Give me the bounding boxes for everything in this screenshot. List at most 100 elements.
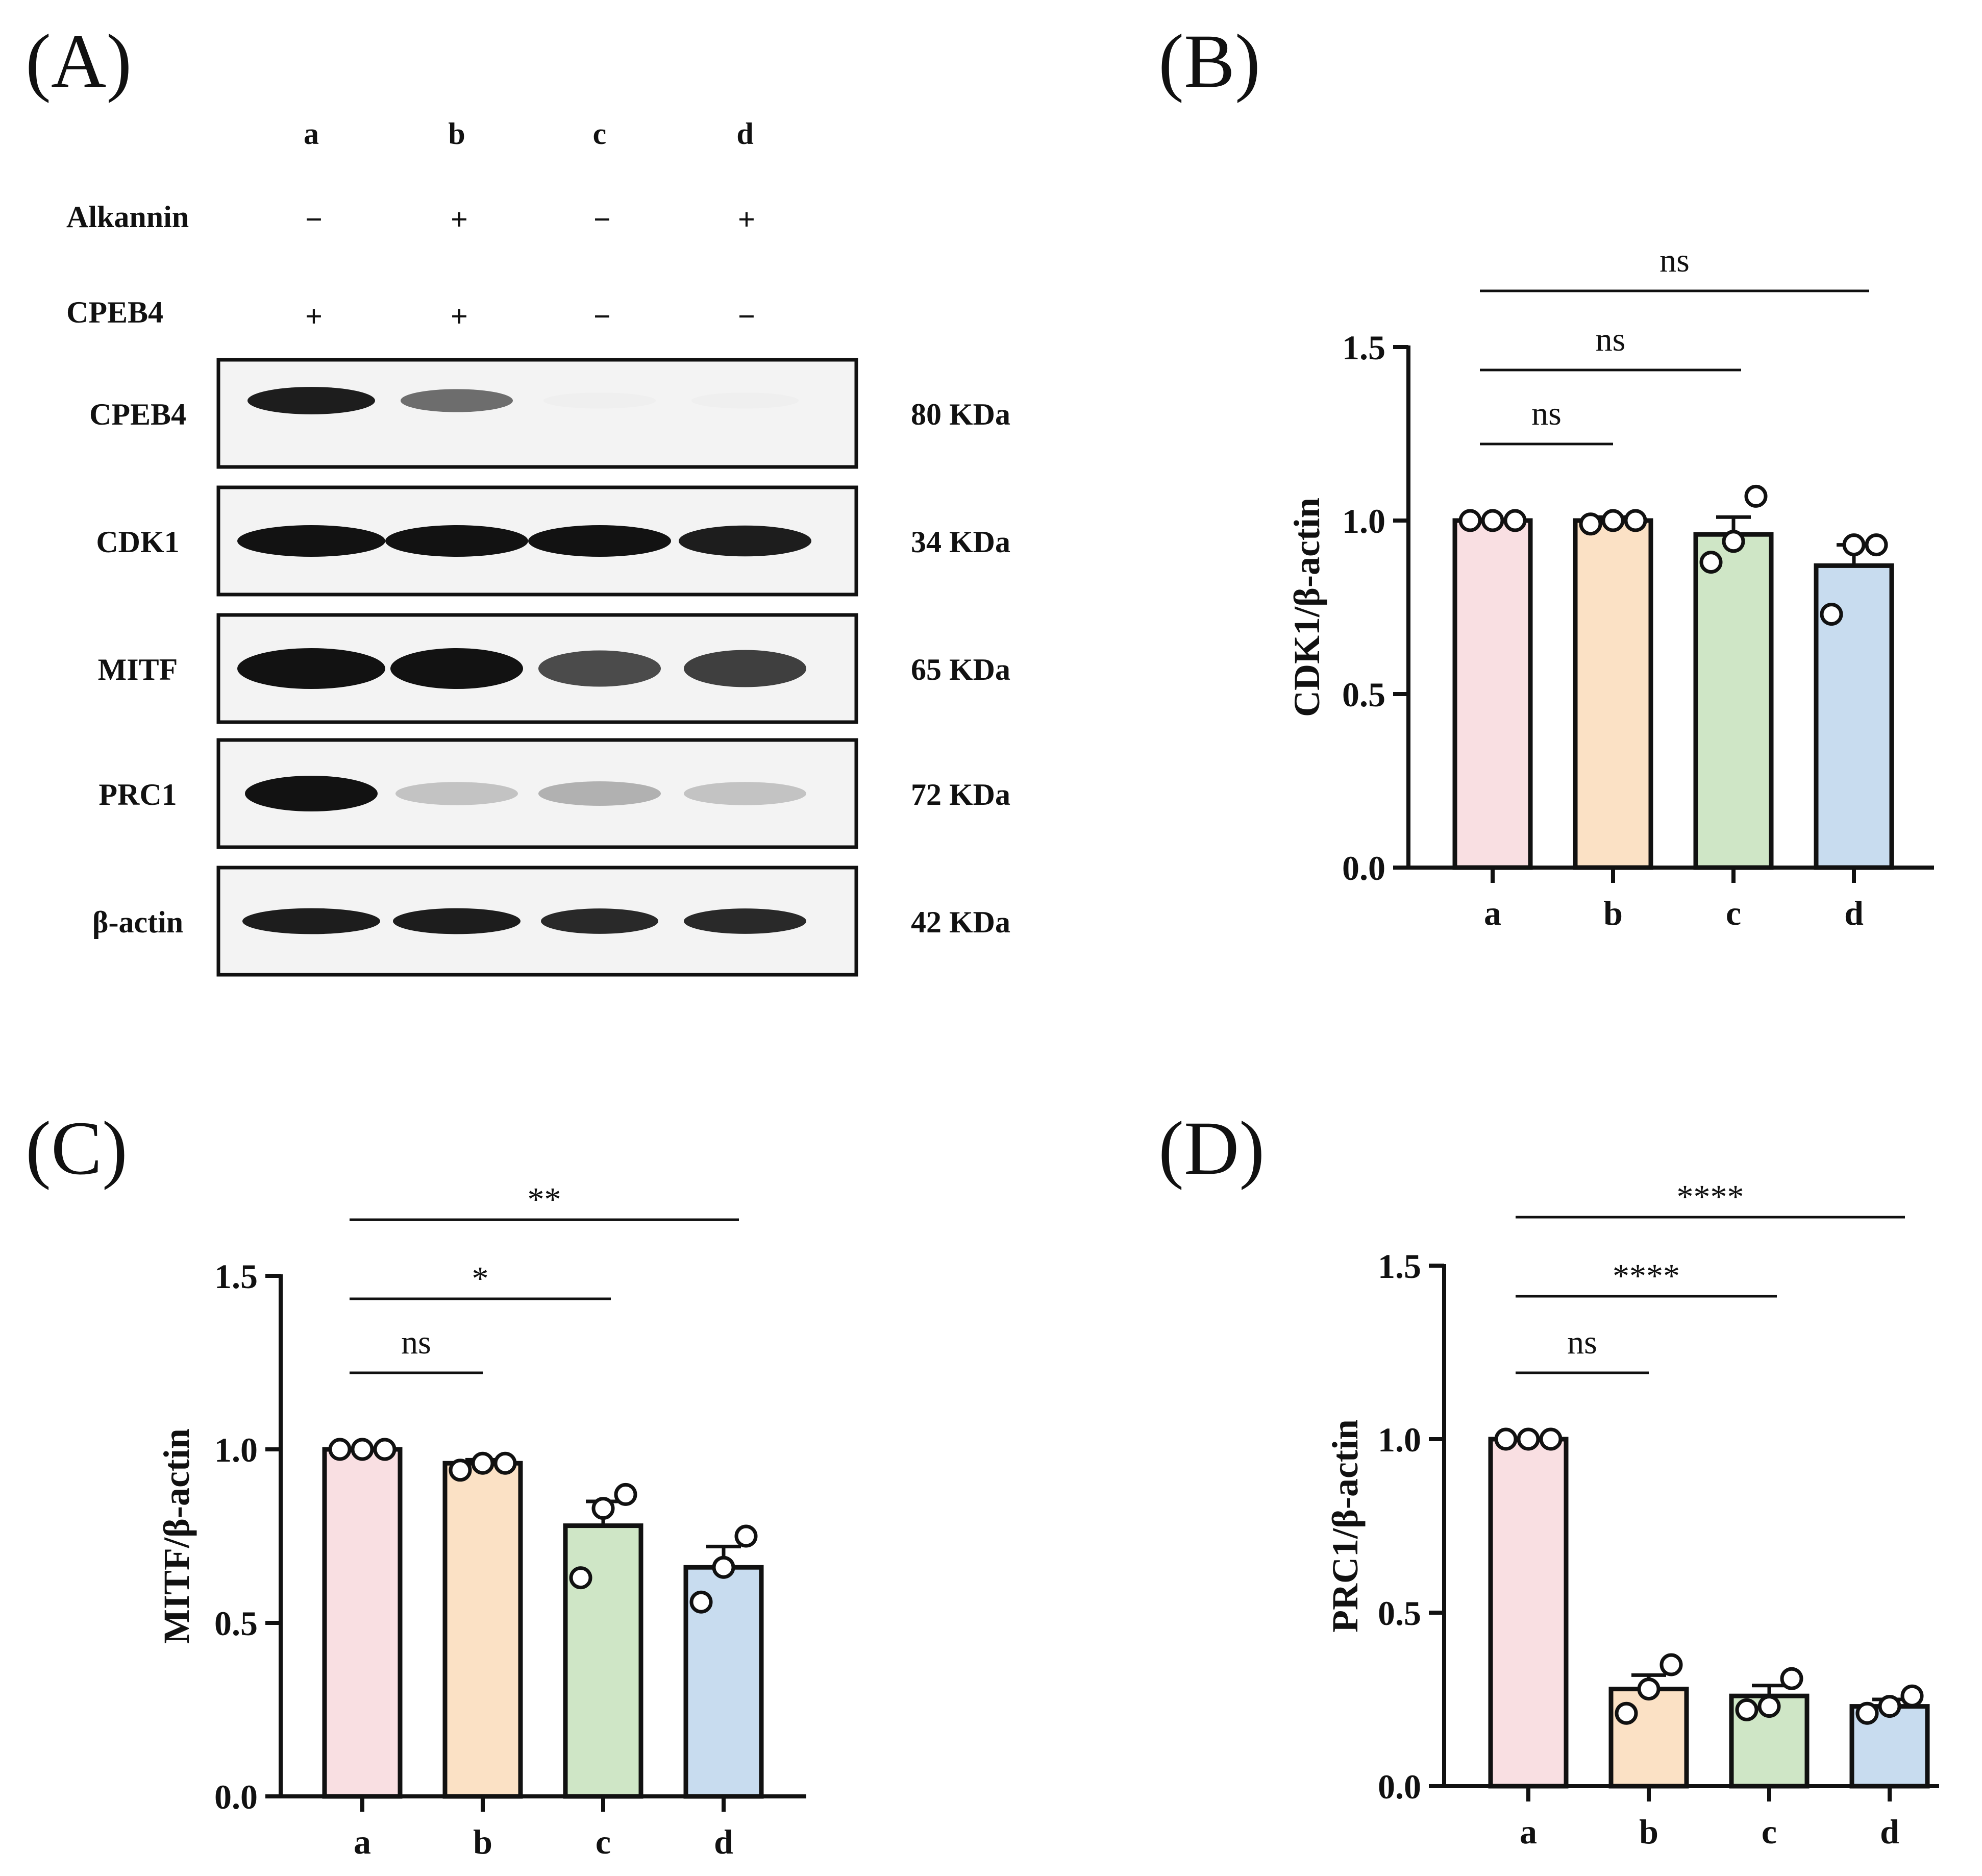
data-point [493, 1451, 517, 1475]
data-point [1458, 509, 1482, 532]
data-point [1615, 1701, 1638, 1725]
bar [1693, 532, 1774, 870]
y-tick-label: 0.5 [1342, 675, 1385, 714]
treatment-sign: − [593, 300, 611, 333]
treatment-sign: + [738, 203, 755, 236]
data-point [1624, 509, 1647, 532]
blot-band [237, 525, 385, 557]
molecular-weight-label: 72 KDa [911, 778, 1010, 811]
protein-label: MITF [98, 653, 178, 686]
data-point [1494, 1427, 1518, 1451]
blot-band [401, 389, 513, 412]
blot-band [543, 392, 656, 409]
lane-label-b: b [448, 117, 465, 151]
bar [563, 1523, 643, 1799]
significance-label: ns [401, 1324, 431, 1361]
treatment-sign: + [451, 203, 468, 236]
data-point [1579, 512, 1602, 536]
y-tick-label: 0.0 [214, 1778, 258, 1816]
blot-band [679, 525, 811, 557]
blot-row: CPEB4 80 KDa [89, 358, 1010, 469]
data-point [1539, 1427, 1563, 1451]
lane-label-a: a [304, 117, 319, 151]
y-tick-label: 1.5 [1342, 328, 1385, 367]
bar [442, 1461, 523, 1799]
bar-chart-prc1: 0.0 0.5 1.0 1.5 PRC1/β-actin a b c d ns **** **** [1325, 1178, 1939, 1851]
significance-label: **** [1613, 1257, 1680, 1295]
significance-label: ** [528, 1181, 561, 1218]
y-axis-label: PRC1/β-actin [1325, 1419, 1366, 1633]
blot-band [393, 908, 521, 934]
treatment-label-cpeb4: CPEB4 [66, 295, 163, 329]
x-tick-label: c [1762, 1812, 1777, 1851]
lane-label-c: c [593, 117, 607, 151]
x-tick-label: c [596, 1822, 611, 1861]
blot-band [245, 776, 378, 811]
blot-band [684, 782, 806, 805]
x-tick-label: b [1603, 894, 1623, 932]
blot-band [528, 525, 671, 557]
x-tick-label: d [714, 1822, 733, 1861]
bar [1488, 1437, 1569, 1789]
molecular-weight-label: 80 KDa [911, 398, 1010, 431]
blot-row: CDK1 34 KDa [96, 485, 1010, 597]
western-blot: a b c d Alkannin − + − + CPEB4 + + − − C… [66, 117, 1010, 977]
protein-label: PRC1 [98, 778, 177, 811]
data-point [1842, 533, 1866, 557]
protein-label: β-actin [92, 905, 183, 939]
blot-band [395, 782, 518, 805]
data-point [1637, 1677, 1661, 1701]
significance-label: ns [1596, 321, 1626, 358]
data-point [1780, 1667, 1803, 1690]
treatment-sign: − [305, 203, 323, 236]
blot-band [538, 650, 661, 687]
data-point [1744, 484, 1768, 508]
treatment-sign: − [593, 203, 611, 236]
data-point [1855, 1701, 1879, 1725]
data-point [1601, 509, 1625, 532]
data-point [569, 1566, 592, 1590]
data-point [712, 1556, 735, 1579]
data-point [351, 1438, 374, 1461]
data-point [328, 1438, 352, 1461]
blot-band [684, 650, 806, 687]
blot-row: β-actin 42 KDa [92, 866, 1010, 977]
y-tick-label: 1.0 [214, 1430, 258, 1469]
x-tick-label: a [1520, 1812, 1537, 1851]
data-point [689, 1590, 713, 1614]
protein-label: CDK1 [96, 525, 179, 559]
x-tick-label: d [1844, 894, 1864, 932]
data-point [449, 1459, 472, 1482]
y-tick-label: 0.0 [1342, 849, 1385, 887]
data-point [1735, 1698, 1758, 1721]
bar [1452, 518, 1533, 870]
panel-label-b: (B) [1158, 19, 1260, 104]
y-tick-label: 1.0 [1342, 502, 1385, 540]
x-tick-label: c [1726, 894, 1741, 932]
significance-label: ns [1531, 395, 1562, 432]
data-point [734, 1524, 758, 1548]
treatment-sign: + [451, 300, 468, 333]
data-point [1517, 1427, 1540, 1451]
blot-band [242, 908, 380, 934]
y-axis-label: MITF/β-actin [156, 1428, 197, 1644]
panel-label-a: (A) [26, 19, 132, 104]
blot-band [247, 387, 375, 414]
data-point [1900, 1684, 1924, 1708]
x-tick-label: d [1880, 1812, 1899, 1851]
blot-band [691, 392, 799, 409]
bar [1573, 518, 1653, 870]
y-tick-label: 1.0 [1378, 1420, 1421, 1459]
blot-band [237, 648, 385, 689]
x-tick-label: a [354, 1822, 371, 1861]
molecular-weight-label: 65 KDa [911, 653, 1010, 686]
data-point [614, 1483, 637, 1506]
y-tick-label: 0.0 [1378, 1767, 1421, 1806]
blot-row: MITF 65 KDa [98, 613, 1010, 724]
data-point [1820, 603, 1843, 626]
panel-label-c: (C) [26, 1106, 128, 1191]
treatment-label-alkannin: Alkannin [66, 200, 189, 234]
